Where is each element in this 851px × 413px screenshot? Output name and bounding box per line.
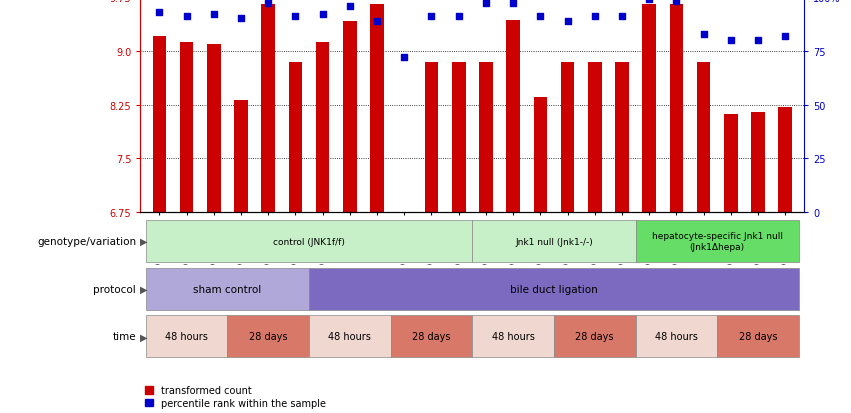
Bar	[506, 21, 520, 213]
Bar	[779, 107, 792, 213]
Point	[643, 0, 656, 3]
Point	[670, 0, 683, 5]
Text: protocol: protocol	[94, 284, 136, 294]
Text: time: time	[112, 332, 136, 342]
Bar	[180, 43, 193, 213]
Bar	[670, 5, 683, 213]
Bar	[397, 213, 411, 218]
Bar	[234, 101, 248, 213]
Text: Jnk1 null (Jnk1-/-): Jnk1 null (Jnk1-/-)	[515, 237, 593, 246]
Bar	[207, 45, 220, 213]
FancyBboxPatch shape	[146, 316, 227, 358]
Text: 48 hours: 48 hours	[328, 332, 371, 342]
Text: genotype/variation: genotype/variation	[37, 237, 136, 247]
Point	[180, 14, 193, 21]
Point	[588, 14, 602, 21]
Point	[316, 12, 329, 19]
Point	[261, 1, 275, 8]
Bar	[751, 112, 765, 213]
Text: sham control: sham control	[193, 284, 261, 294]
FancyBboxPatch shape	[472, 316, 554, 358]
FancyBboxPatch shape	[146, 221, 472, 263]
FancyBboxPatch shape	[472, 221, 636, 263]
Text: 28 days: 28 days	[575, 332, 614, 342]
Bar	[561, 62, 574, 213]
Text: 28 days: 28 days	[249, 332, 288, 342]
Point	[207, 12, 220, 19]
Text: 48 hours: 48 hours	[492, 332, 534, 342]
Bar	[316, 43, 329, 213]
Text: 28 days: 28 days	[739, 332, 777, 342]
FancyBboxPatch shape	[309, 268, 799, 310]
Bar	[588, 62, 602, 213]
Point	[779, 33, 792, 40]
Point	[425, 14, 438, 21]
Text: 48 hours: 48 hours	[655, 332, 698, 342]
Bar	[152, 37, 166, 213]
Bar	[261, 5, 275, 213]
Text: ▶: ▶	[140, 332, 147, 342]
Bar	[370, 5, 384, 213]
Bar	[697, 62, 711, 213]
Point	[397, 55, 411, 62]
Point	[234, 16, 248, 23]
Point	[452, 14, 465, 21]
Point	[561, 18, 574, 25]
Bar	[479, 62, 493, 213]
FancyBboxPatch shape	[717, 316, 799, 358]
Text: ▶: ▶	[140, 237, 147, 247]
Point	[506, 1, 520, 8]
Point	[697, 31, 711, 38]
Point	[751, 38, 765, 44]
Point	[479, 1, 493, 8]
Point	[370, 18, 384, 25]
Point	[534, 14, 547, 21]
Text: hepatocyte-specific Jnk1 null
(Jnk1Δhepa): hepatocyte-specific Jnk1 null (Jnk1Δhepa…	[652, 232, 783, 251]
Point	[343, 3, 357, 10]
Text: control (JNK1f/f): control (JNK1f/f)	[273, 237, 345, 246]
FancyBboxPatch shape	[554, 316, 636, 358]
Text: 48 hours: 48 hours	[165, 332, 208, 342]
Legend: transformed count, percentile rank within the sample: transformed count, percentile rank withi…	[146, 385, 326, 408]
Bar	[643, 5, 656, 213]
FancyBboxPatch shape	[227, 316, 309, 358]
FancyBboxPatch shape	[309, 316, 391, 358]
Bar	[452, 62, 465, 213]
Bar	[425, 62, 438, 213]
FancyBboxPatch shape	[146, 268, 309, 310]
Text: bile duct ligation: bile duct ligation	[510, 284, 597, 294]
Point	[724, 38, 738, 44]
Bar	[615, 62, 629, 213]
Text: 28 days: 28 days	[412, 332, 451, 342]
Bar	[724, 115, 738, 213]
Bar	[288, 62, 302, 213]
FancyBboxPatch shape	[636, 221, 799, 263]
Bar	[534, 98, 547, 213]
Bar	[343, 21, 357, 213]
FancyBboxPatch shape	[391, 316, 472, 358]
Point	[615, 14, 629, 21]
Point	[152, 9, 166, 16]
Point	[288, 14, 302, 21]
Text: ▶: ▶	[140, 284, 147, 294]
FancyBboxPatch shape	[636, 316, 717, 358]
